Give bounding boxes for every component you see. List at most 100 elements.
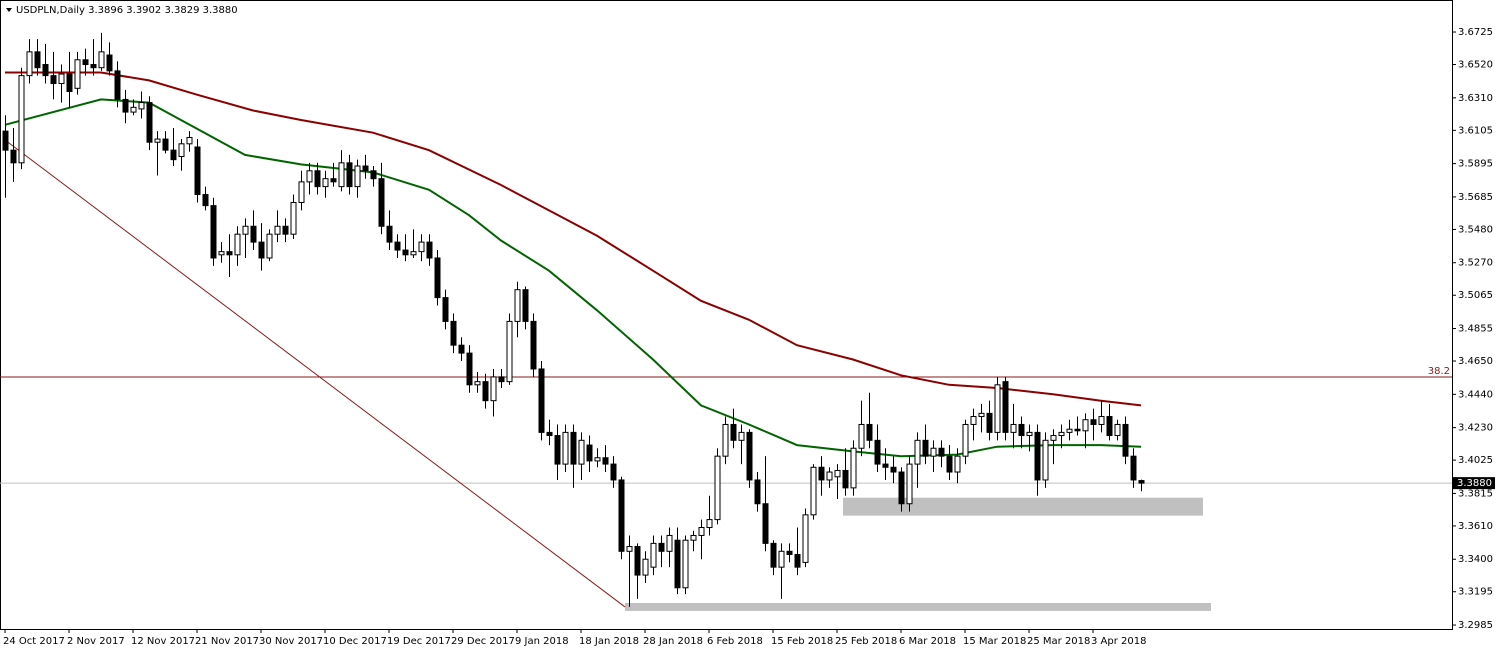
candle-body — [426, 241, 433, 259]
candle-body — [634, 546, 641, 576]
candle-body — [674, 539, 681, 589]
candle-body — [946, 455, 953, 473]
x-tick-label: 3 Apr 2018 — [1091, 636, 1146, 647]
x-tick-label: 29 Dec 2017 — [451, 636, 515, 647]
x-tick-label: 10 Dec 2017 — [323, 636, 387, 647]
candle-body — [762, 503, 769, 544]
y-tick-label: 3.3815 — [1458, 488, 1493, 499]
y-tick-label: 3.4855 — [1458, 324, 1493, 335]
candle-body — [970, 416, 977, 425]
y-tick-label: 3.5685 — [1458, 192, 1493, 203]
candle-body — [1122, 423, 1129, 457]
candle-body — [986, 412, 993, 433]
candle-body — [138, 102, 145, 110]
x-tick-label: 25 Mar 2018 — [1027, 636, 1090, 647]
candle-body — [554, 435, 561, 465]
fibo-level-label: 38.2 — [1428, 366, 1450, 377]
candle-body — [826, 471, 833, 481]
y-tick-label: 3.6310 — [1458, 93, 1493, 104]
menu-arrow — [6, 8, 12, 12]
candle-body — [50, 75, 57, 85]
y-tick-label: 3.3610 — [1458, 521, 1493, 532]
candle-body — [802, 514, 809, 563]
candle-body — [306, 170, 313, 183]
candle-body — [794, 553, 801, 568]
candle-body — [266, 233, 273, 259]
candle-body — [498, 376, 505, 383]
candle-body — [610, 463, 617, 481]
candle-body — [546, 431, 553, 437]
candle-body — [106, 54, 113, 72]
candle-body — [514, 289, 521, 322]
candle-body — [538, 368, 545, 433]
candle-body — [778, 550, 785, 568]
y-tick-label: 3.2985 — [1458, 620, 1493, 631]
candle-body — [810, 466, 817, 516]
candle-body — [1138, 480, 1145, 484]
candle-body — [746, 431, 753, 481]
y-tick-label: 3.5270 — [1458, 258, 1493, 269]
y-tick-label: 3.4440 — [1458, 389, 1493, 400]
candle-body — [530, 320, 537, 370]
x-tick-label: 25 Feb 2018 — [835, 636, 897, 647]
candle-body — [234, 233, 241, 256]
x-tick-label: 15 Mar 2018 — [963, 636, 1026, 647]
candle-body — [578, 439, 585, 465]
candle-body — [922, 439, 929, 457]
candle-body — [1018, 423, 1025, 437]
candle-body — [978, 412, 985, 418]
candle-body — [682, 539, 689, 589]
candle-body — [834, 469, 841, 478]
x-tick-label: 12 Nov 2017 — [131, 636, 195, 647]
x-tick-label: 19 Dec 2017 — [387, 636, 451, 647]
x-tick-label: 18 Jan 2018 — [579, 636, 639, 647]
candle-body — [394, 241, 401, 251]
candle-body — [666, 534, 673, 552]
candle-body — [186, 136, 193, 145]
candle-body — [890, 466, 897, 473]
moving-average — [4, 98, 1142, 458]
candle-body — [90, 64, 97, 69]
candle-body — [386, 225, 393, 243]
candle-body — [298, 181, 305, 203]
candle-body — [882, 463, 889, 468]
candle-body — [442, 297, 449, 322]
candle-body — [1042, 439, 1049, 481]
candle-body — [954, 455, 961, 473]
candle-body — [1026, 431, 1033, 437]
y-tick-label: 3.3195 — [1458, 587, 1493, 598]
candle-body — [42, 64, 49, 77]
candle-body — [562, 431, 569, 465]
candle-body — [26, 51, 33, 77]
candle-body — [490, 376, 497, 402]
candle-body — [378, 178, 385, 227]
y-tick-label: 3.5065 — [1458, 290, 1493, 301]
candle-body — [586, 444, 593, 462]
candle-body — [602, 457, 609, 465]
candle-body — [74, 59, 81, 89]
last-price-box — [1453, 477, 1495, 490]
moving-average — [5, 71, 1142, 407]
candle-body — [434, 257, 441, 299]
candle-body — [114, 70, 121, 100]
candle-body — [466, 352, 473, 386]
candle-body — [242, 225, 249, 235]
candle-body — [1002, 381, 1009, 433]
candle-body — [418, 241, 425, 253]
candle-body — [170, 149, 177, 161]
plot-frame — [0, 0, 1453, 630]
x-tick-label: 21 Nov 2017 — [195, 636, 259, 647]
candle-body — [154, 138, 161, 143]
last-price-label: 3.3880 — [1457, 478, 1492, 489]
candle-body — [98, 51, 105, 69]
candle-body — [1090, 419, 1097, 425]
candle-body — [458, 344, 465, 354]
support-zone — [843, 497, 1203, 516]
candle-body — [858, 423, 865, 449]
candle-body — [898, 471, 905, 505]
candle-body — [194, 146, 201, 196]
y-tick-label: 3.5480 — [1458, 224, 1493, 235]
candle-body — [122, 98, 129, 113]
candle-body — [938, 447, 945, 457]
